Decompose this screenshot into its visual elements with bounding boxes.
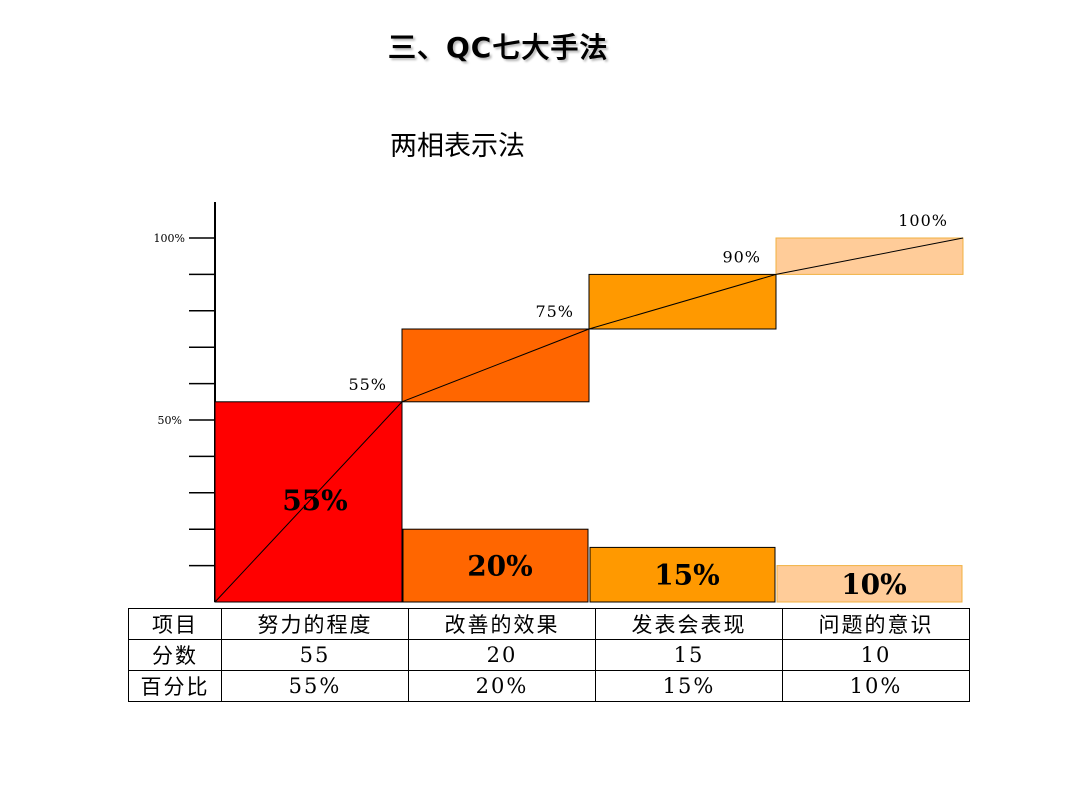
y-tick-label-100: 100% xyxy=(154,232,185,245)
cumulative-label: 100% xyxy=(898,211,948,230)
row-label-scores: 分数 xyxy=(128,639,222,671)
cumulative-line xyxy=(214,237,964,603)
percent-cell: 15% xyxy=(595,670,783,702)
chart-subtitle: 两相表示法 xyxy=(390,131,525,162)
item-cell: 问题的意识 xyxy=(782,608,970,640)
bar-value-label: 15% xyxy=(654,559,720,592)
page-title: 三、QC七大手法 xyxy=(388,31,609,64)
item-bar xyxy=(402,528,589,603)
bar-value-label: 55% xyxy=(282,484,348,517)
item-bar xyxy=(589,546,776,603)
score-cell: 10 xyxy=(782,639,970,671)
row-label-percents: 百分比 xyxy=(128,670,222,702)
item-cell: 改善的效果 xyxy=(408,608,596,640)
percent-cell: 55% xyxy=(221,670,409,702)
cumulative-label: 75% xyxy=(535,302,574,321)
cumulative-label: 90% xyxy=(722,247,761,266)
y-tick-label-50: 50% xyxy=(158,414,182,427)
bar-value-label: 10% xyxy=(841,568,907,601)
score-cell: 15 xyxy=(595,639,783,671)
table-row-percents: 百分比 55% 20% 15% 10% xyxy=(128,670,970,702)
data-table: 项目 努力的程度 改善的效果 发表会表现 问题的意识 分数 55 20 15 1… xyxy=(128,608,970,702)
table-row-items: 项目 努力的程度 改善的效果 发表会表现 问题的意识 xyxy=(128,608,970,640)
score-cell: 20 xyxy=(408,639,596,671)
table-row-scores: 分数 55 20 15 10 xyxy=(128,639,970,671)
percent-cell: 10% xyxy=(782,670,970,702)
percent-cell: 20% xyxy=(408,670,596,702)
cumulative-label: 55% xyxy=(348,375,387,394)
bar-value-label: 20% xyxy=(467,550,533,583)
score-cell: 55 xyxy=(221,639,409,671)
row-label-items: 项目 xyxy=(128,608,222,640)
item-bar xyxy=(776,565,963,603)
item-cell: 发表会表现 xyxy=(595,608,783,640)
item-cell: 努力的程度 xyxy=(221,608,409,640)
